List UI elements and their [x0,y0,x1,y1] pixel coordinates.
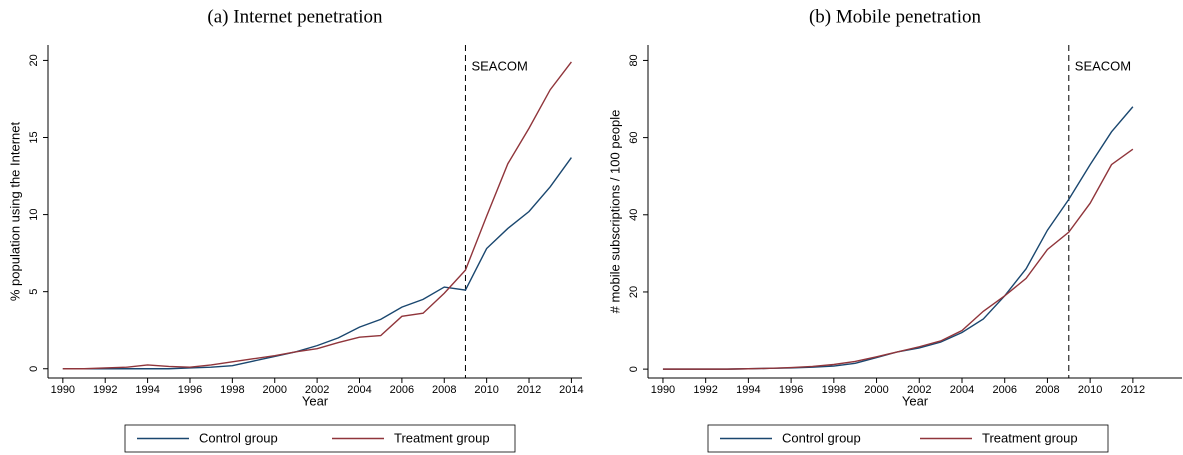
y-tick-label: 20 [628,286,640,298]
x-tick-label: 2012 [517,384,541,396]
y-tick-label: 15 [28,131,40,143]
y-tick-label: 0 [628,366,640,372]
y-tick-label: 10 [28,208,40,220]
x-tick-label: 2000 [262,384,286,396]
legend-label: Treatment group [394,430,490,445]
legend-label: Treatment group [982,430,1078,445]
x-tick-label: 1992 [693,384,717,396]
x-tick-label: 2014 [559,384,583,396]
y-tick-label: 40 [628,209,640,221]
x-tick-label: 1996 [178,384,202,396]
x-tick-label: 2000 [864,384,888,396]
x-tick-label: 1998 [822,384,846,396]
y-tick-label: 5 [28,289,40,295]
x-tick-label: 2012 [1121,384,1145,396]
annotation-label: SEACOM [1075,58,1131,73]
series-line [62,157,572,370]
x-tick-label: 2006 [390,384,414,396]
legend-label: Control group [199,430,278,445]
y-tick-label: 80 [628,54,640,66]
y-axis-title: # mobile subscriptions / 100 people [607,110,622,314]
legend-label: Control group [782,430,861,445]
x-tick-label: 1994 [736,384,760,396]
chart-title: (a) Internet penetration [207,6,383,27]
x-tick-label: 2002 [907,384,931,396]
x-tick-label: 2006 [992,384,1016,396]
chart-panel: (a) Internet penetration 0 5 10 15 20 1990 1992… [7,6,584,453]
chart-title: (b) Mobile penetration [809,6,982,27]
series-line [62,61,572,370]
x-tick-label: 1992 [93,384,117,396]
series-line [662,148,1134,370]
x-tick-label: 1998 [220,384,244,396]
x-tick-label: 2008 [432,384,456,396]
x-tick-label: 2008 [1035,384,1059,396]
y-tick-label: 0 [28,366,40,372]
y-tick-label: 20 [28,54,40,66]
y-tick-label: 60 [628,131,640,143]
chart-panel: (b) Mobile penetration 0 20 40 60 80 1990 1992 1… [607,6,1182,453]
x-tick-label: 2004 [347,384,371,396]
x-tick-label: 1990 [51,384,75,396]
x-tick-label: 2004 [950,384,974,396]
annotation-label: SEACOM [471,58,527,73]
x-axis-title: Year [902,393,929,408]
x-tick-label: 1994 [135,384,159,396]
legend-box [124,424,516,453]
x-tick-label: 2002 [305,384,329,396]
x-axis-title: Year [302,393,329,408]
y-axis-title: % population using the Internet [7,121,22,301]
legend-box [707,424,1109,453]
x-tick-label: 1990 [651,384,675,396]
x-tick-label: 1996 [779,384,803,396]
x-tick-label: 2010 [1078,384,1102,396]
x-tick-label: 2010 [474,384,498,396]
